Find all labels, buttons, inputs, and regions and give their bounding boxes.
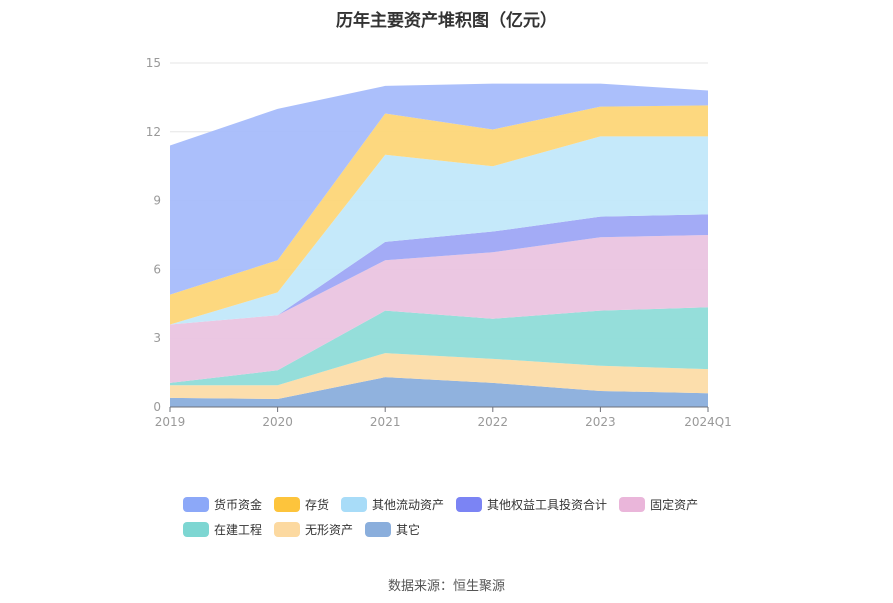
legend-swatch — [365, 522, 392, 537]
legend-label: 无形资产 — [305, 523, 354, 537]
legend-item-other[interactable]: 其它 — [365, 521, 420, 538]
legend-row-2: 在建工程 无形资产 其它 — [183, 521, 743, 546]
legend-label: 货币资金 — [214, 498, 263, 512]
legend-item-other-equity-investments[interactable]: 其他权益工具投资合计 — [456, 496, 607, 513]
legend-item-construction-in-progress[interactable]: 在建工程 — [183, 521, 262, 538]
legend-swatch — [183, 522, 209, 537]
x-tick-label: 2022 — [478, 415, 509, 429]
x-tick-label: 2023 — [585, 415, 616, 429]
y-tick-label: 15 — [146, 56, 161, 70]
y-tick-label: 0 — [153, 400, 161, 414]
legend-label: 其它 — [396, 523, 421, 537]
area-其它 — [170, 377, 708, 407]
legend: 货币资金 存货 其他流动资产 其他权益工具投资合计 固定资产 在建工程 无形资产 — [183, 496, 743, 546]
area-其他权益工具投资合计 — [170, 214, 708, 325]
legend-item-inventory[interactable]: 存货 — [274, 496, 329, 513]
data-source-note: 数据来源：恒生聚源 — [387, 579, 505, 594]
y-tick-label: 3 — [153, 331, 161, 345]
legend-row-1: 货币资金 存货 其他流动资产 其他权益工具投资合计 固定资产 — [183, 496, 743, 521]
x-tick-label: 2024Q1 — [684, 415, 732, 429]
stacked-area-chart: 0 3 6 9 12 15 2019 2020 2021 2022 2023 2024Q1 — [146, 56, 732, 429]
x-tick-label: 2019 — [155, 415, 186, 429]
legend-label: 存货 — [305, 498, 330, 512]
legend-item-cash[interactable]: 货币资金 — [183, 496, 262, 513]
y-tick-label: 9 — [153, 194, 161, 208]
legend-item-other-current-assets[interactable]: 其他流动资产 — [341, 496, 444, 513]
x-tick-label: 2021 — [370, 415, 401, 429]
area-series — [170, 83, 708, 407]
legend-label: 其他权益工具投资合计 — [487, 498, 608, 512]
axes: 0 3 6 9 12 15 2019 2020 2021 2022 2023 2024Q1 — [146, 56, 732, 429]
y-tick-label: 12 — [146, 125, 161, 139]
chart-title: 历年主要资产堆积图（亿元） — [336, 11, 557, 31]
legend-swatch — [274, 522, 301, 537]
area-无形资产 — [170, 353, 708, 399]
area-在建工程 — [170, 307, 708, 386]
y-tick-label: 6 — [153, 262, 161, 276]
legend-label: 其他流动资产 — [372, 498, 445, 512]
legend-label: 在建工程 — [214, 523, 263, 537]
legend-item-intangible-assets[interactable]: 无形资产 — [274, 521, 353, 538]
area-固定资产 — [170, 235, 708, 383]
area-存货 — [170, 105, 708, 325]
area-货币资金 — [170, 83, 708, 295]
legend-item-fixed-assets[interactable]: 固定资产 — [619, 496, 698, 513]
legend-swatch — [341, 497, 368, 512]
x-tick-label: 2020 — [262, 415, 293, 429]
legend-swatch — [183, 497, 209, 512]
legend-swatch — [619, 497, 646, 512]
legend-label: 固定资产 — [650, 498, 699, 512]
legend-swatch — [456, 497, 483, 512]
area-其他流动资产 — [170, 136, 708, 325]
legend-swatch — [274, 497, 301, 512]
